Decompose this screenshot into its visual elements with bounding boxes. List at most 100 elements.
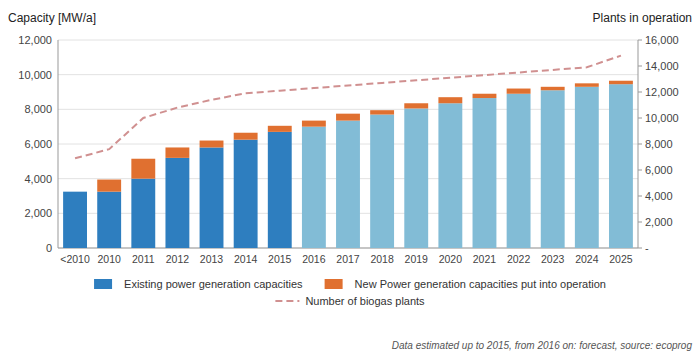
bar	[165, 158, 189, 248]
bar	[609, 84, 633, 248]
legend-swatch	[94, 279, 112, 289]
legend-item: Number of biogas plants	[275, 295, 425, 307]
bar	[473, 98, 497, 248]
marks	[63, 56, 633, 248]
y2-tick	[638, 248, 642, 249]
y-tick-label: 12,000	[18, 34, 52, 46]
bar	[541, 90, 565, 248]
y-axis-label: Capacity [MW/a]	[8, 11, 96, 25]
y-tick-label: 10,000	[18, 69, 52, 81]
bar	[336, 114, 360, 121]
x-tick-label: 2018	[370, 253, 394, 265]
bar	[541, 87, 565, 90]
x-tick-label: 2022	[507, 253, 531, 265]
bar	[438, 103, 462, 248]
legend-item: New Power generation capacities put into…	[325, 278, 606, 290]
x-tick-label: 2013	[200, 253, 224, 265]
x-tick-label: 2017	[336, 253, 360, 265]
legend-label: Number of biogas plants	[305, 295, 425, 307]
y2-tick	[638, 144, 642, 145]
y-tick-label: 2,000	[24, 207, 52, 219]
axes: 0 2,000 4,000 6,000 8,000 10,000 12,000 - 2,000 4…	[18, 34, 678, 265]
y-tick-label: 8,000	[24, 103, 52, 115]
bar	[131, 159, 155, 179]
bar	[336, 121, 360, 248]
bar	[165, 147, 189, 157]
x-tick-label: 2025	[609, 253, 633, 265]
x-tick-label: 2024	[575, 253, 599, 265]
y2-tick-label: 8,000	[645, 138, 673, 150]
y2-tick	[638, 170, 642, 171]
y2-tick-label: 2,000	[645, 216, 673, 228]
legend-item: Existing power generation capacities	[94, 278, 303, 290]
bar	[200, 141, 224, 148]
grid	[58, 40, 638, 248]
y2-tick-label: 16,000	[645, 34, 679, 46]
y2-tick-label: 14,000	[645, 60, 679, 72]
y2-tick	[638, 196, 642, 197]
bar	[63, 192, 87, 248]
bar	[97, 180, 121, 192]
bar	[268, 126, 292, 132]
y2-tick	[638, 40, 642, 41]
x-tick-label: 2020	[439, 253, 463, 265]
y2-tick	[638, 92, 642, 93]
x-tick-label: 2014	[234, 253, 258, 265]
bar	[438, 97, 462, 103]
y2-tick-label: 12,000	[645, 86, 679, 98]
footnote: Data estimated up to 2015, from 2016 on:…	[392, 340, 693, 351]
x-tick-label: 2012	[166, 253, 190, 265]
bar	[575, 87, 599, 248]
x-tick-label: 2010	[97, 253, 121, 265]
x-tick-label: 2015	[268, 253, 292, 265]
legend-label: Existing power generation capacities	[124, 278, 303, 290]
bar	[404, 108, 428, 248]
bar	[131, 179, 155, 248]
grid-line	[58, 40, 638, 41]
bar	[200, 147, 224, 248]
bar	[370, 115, 394, 248]
y2-tick-label: 10,000	[645, 112, 679, 124]
line	[75, 56, 621, 159]
bar	[370, 110, 394, 114]
bar-series	[63, 84, 633, 248]
y2-tick-label: 6,000	[645, 164, 673, 176]
y-tick-label: 0	[46, 242, 52, 254]
x-tick-label: 2016	[302, 253, 326, 265]
y-tick-label: 4,000	[24, 173, 52, 185]
bar	[234, 140, 258, 248]
bar	[302, 127, 326, 248]
legend: Existing power generation capacities New …	[94, 278, 606, 307]
y2-tick	[638, 118, 642, 119]
bar	[473, 94, 497, 98]
bar	[609, 81, 633, 84]
x-tick-label: 2011	[132, 253, 155, 265]
bar	[302, 121, 326, 127]
legend-swatch	[325, 279, 343, 289]
bar	[575, 83, 599, 86]
x-tick-label: <2010	[60, 253, 90, 265]
x-tick-label: 2021	[473, 253, 497, 265]
grid-line	[58, 74, 638, 75]
y2-tick-label: 4,000	[645, 190, 673, 202]
bar-series	[97, 81, 633, 192]
y2-axis-label: Plants in operation	[593, 11, 692, 25]
bar	[507, 94, 531, 248]
bar	[234, 133, 258, 140]
y2-tick-label: -	[645, 242, 649, 254]
y-axis-line	[58, 40, 59, 248]
y2-tick	[638, 222, 642, 223]
legend-swatch	[275, 300, 299, 302]
chart: 0 2,000 4,000 6,000 8,000 10,000 12,000 - 2,000 4…	[0, 0, 700, 355]
bar	[63, 191, 87, 192]
legend-label: New Power generation capacities put into…	[355, 278, 606, 290]
bar	[404, 103, 428, 108]
y2-tick	[638, 66, 642, 67]
bar	[507, 89, 531, 94]
x-tick-label: 2019	[405, 253, 429, 265]
y2-axis-line	[638, 40, 639, 248]
y-tick-label: 6,000	[24, 138, 52, 150]
bar	[97, 192, 121, 248]
x-tick-label: 2023	[541, 253, 565, 265]
bar	[268, 132, 292, 248]
